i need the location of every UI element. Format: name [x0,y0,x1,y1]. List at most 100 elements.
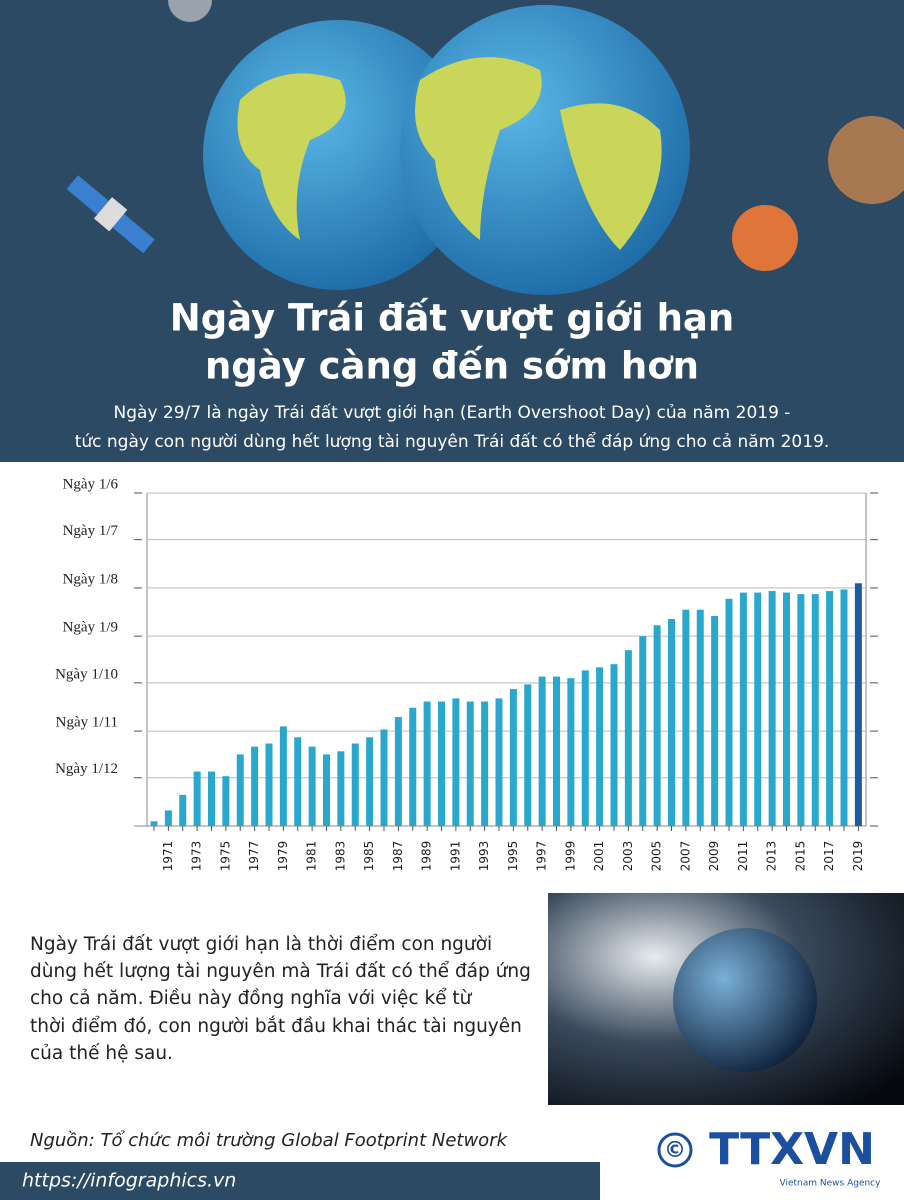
bar [351,743,359,826]
bar [466,701,474,826]
bar [452,698,460,826]
y-tick-label: Ngày 1/12 [55,761,118,777]
x-tick-label: 2013 [765,841,779,872]
planet [732,205,798,271]
x-tick-label: 1987 [391,841,405,872]
x-tick-label: 1975 [218,841,232,872]
copyright-ring [657,1132,693,1168]
bar [323,754,330,826]
bar [294,737,302,826]
bar [481,701,489,826]
x-tick-label: 1993 [477,841,491,872]
bar [179,794,187,826]
body-text: thời điểm đó, con người bắt đầu khai thá… [30,1016,522,1037]
y-tick-label: Ngày 1/8 [63,571,118,587]
bar [639,636,647,826]
bar [208,771,215,826]
bar [711,615,719,826]
bar [596,667,604,826]
moon [168,0,212,22]
bar [366,737,374,826]
footer-bar [0,1162,600,1200]
x-tick-label: 1989 [420,841,434,872]
body-text: cho cả năm. Điều này đồng nghĩa với việc… [30,988,473,1009]
bar [668,619,675,826]
bar [380,729,388,826]
body-text: của thế hệ sau. [30,1043,173,1064]
bar [409,707,417,826]
source: Nguồn: Tổ chức môi trường Global Footpri… [30,1130,509,1151]
bar [222,776,230,826]
bar [739,592,747,826]
bar [438,701,445,826]
bar [251,746,259,826]
x-tick-label: 1999 [563,841,577,872]
bar [308,746,316,826]
bar [193,771,201,826]
title: Ngày Trái đất vượt giới hạn [170,297,735,340]
y-tick-label: Ngày 1/7 [63,523,119,539]
y-tick-label: Ngày 1/9 [63,620,118,636]
copyright: © [664,1138,686,1163]
bar [783,592,790,826]
x-tick-label: 2015 [793,841,807,872]
x-tick-label: 2007 [678,841,692,872]
bar [696,609,704,826]
bar [754,592,762,826]
x-tick-label: 1995 [506,841,520,872]
bar [653,625,661,826]
bar [581,670,589,826]
body-text: Ngày Trái đất vượt giới hạn là thời điểm… [30,934,492,955]
bar [811,594,819,826]
y-tick-label: Ngày 1/11 [56,715,118,731]
chart: Ngày 1/6 Ngày 1/7 Ngày 1/8 Ngày 1/9 Ngày 1/1… [55,476,878,871]
agency: Vietnam News Agency [780,1179,882,1189]
bar [826,591,834,826]
bar [394,717,402,826]
x-tick-label: 1981 [305,841,319,872]
x-tick-label: 2009 [707,841,721,872]
x-tick-label: 1971 [161,841,175,872]
bar [236,754,244,826]
satellite [66,175,155,254]
title: ngày càng đến sớm hơn [205,345,699,388]
x-tick-label: 1977 [247,841,261,872]
subtitle: tức ngày con người dùng hết lượng tài ng… [75,431,830,452]
body-text: dùng hết lượng tài nguyên mà Trái đất có… [30,961,531,982]
bar [538,676,546,826]
planet [828,116,904,204]
x-tick-label: 2019 [851,841,865,872]
bar [495,698,503,826]
x-tick-label: 2011 [736,841,750,872]
bar [797,594,805,826]
bar [725,598,733,826]
x-tick-label: 2017 [822,841,836,872]
url: https://infographics.vn [22,1170,236,1192]
x-tick-label: 2005 [650,841,664,872]
bar [840,589,848,826]
x-tick-label: 1973 [190,841,204,872]
bar [553,676,560,826]
bar [265,743,273,826]
x-tick-label: 1983 [333,841,347,872]
x-tick-label: 2001 [592,841,606,872]
x-tick-label: 2003 [621,841,635,872]
bar [624,650,632,826]
bar [423,701,431,826]
bar [567,678,575,826]
subtitle: Ngày 29/7 là ngày Trái đất vượt giới hạn… [114,402,791,423]
continent [237,73,346,240]
x-tick-label: 1991 [448,841,462,872]
bar [854,583,862,826]
x-tick-label: 1997 [535,841,549,872]
logo: TTXVN [709,1124,875,1175]
bar [337,751,345,826]
y-tick-label: Ngày 1/10 [55,666,118,682]
bar [150,821,158,826]
bar [164,810,172,826]
bar [279,726,287,826]
bar [509,689,517,826]
bar [524,684,532,826]
